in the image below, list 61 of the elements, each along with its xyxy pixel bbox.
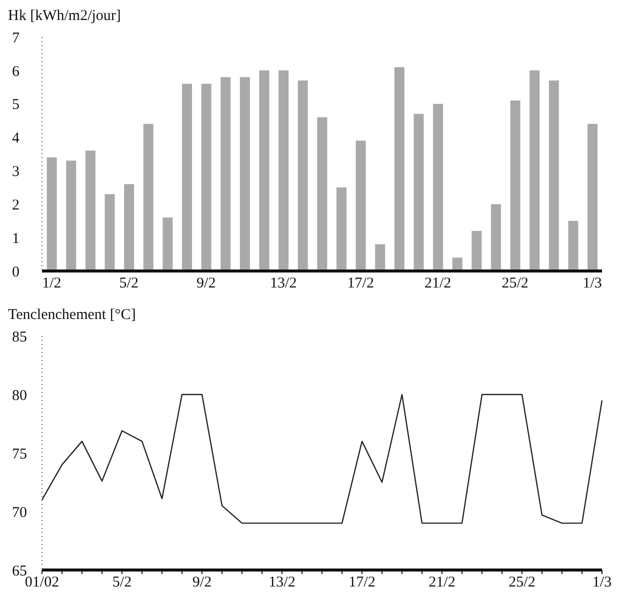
bar [510, 100, 520, 271]
bar [414, 114, 424, 271]
y-tick-label: 75 [12, 446, 27, 462]
bar [66, 160, 76, 271]
bar [452, 258, 462, 271]
bar [124, 184, 134, 271]
y-tick-label: 65 [12, 563, 27, 580]
bar [220, 77, 231, 271]
y-tick-label: 80 [12, 388, 27, 404]
bar [182, 84, 192, 271]
x-tick-label: 01/02 [24, 574, 60, 591]
y-tick-label: 4 [12, 130, 20, 147]
x-tick-label: 13/2 [270, 276, 297, 292]
bar [375, 244, 386, 271]
y-axis-title: Tenclenchement [°C] [8, 307, 137, 324]
bar [85, 150, 96, 271]
x-tick-label: 21/2 [424, 276, 452, 292]
y-tick-label: 70 [12, 504, 27, 521]
bar [356, 140, 366, 271]
bar [104, 194, 115, 271]
y-tick-label: 0 [12, 264, 20, 280]
bar [588, 124, 598, 271]
y-tick-label: 85 [12, 329, 27, 346]
x-tick-label: 21/2 [428, 574, 456, 591]
bar [530, 70, 540, 271]
x-tick-label: 5/2 [112, 574, 132, 591]
bar [298, 80, 308, 271]
bar [490, 204, 501, 271]
x-tick-label: 25/2 [502, 276, 528, 292]
x-tick-label: 1/3 [582, 276, 602, 292]
bar [568, 220, 578, 271]
bar [278, 70, 289, 271]
x-tick-label: 13/2 [268, 574, 296, 591]
y-tick-label: 3 [12, 164, 20, 180]
line-series [41, 394, 603, 524]
y-tick-label: 2 [12, 197, 20, 214]
bar [259, 70, 270, 271]
x-tick-label: 9/2 [192, 574, 212, 591]
y-tick-label: 5 [12, 97, 20, 114]
y-tick-label: 6 [12, 64, 20, 80]
x-tick-label: 1/3 [592, 574, 612, 591]
bar [240, 77, 250, 271]
y-tick-label: 7 [12, 30, 20, 46]
x-tick-label: 17/2 [347, 276, 374, 292]
x-tick-label: 9/2 [196, 276, 216, 292]
bar [433, 104, 444, 271]
x-tick-label: 1/2 [42, 276, 62, 292]
x-tick-label: 25/2 [508, 574, 536, 591]
y-tick-label: 1 [12, 230, 20, 247]
bar [394, 67, 404, 271]
bar [162, 218, 173, 271]
bar [317, 117, 328, 271]
x-tick-label: 17/2 [348, 574, 376, 591]
bar [548, 80, 559, 271]
y-axis-title: Hk [kWh/m2/jour] [8, 8, 122, 25]
x-tick-label: 5/2 [119, 276, 138, 292]
bar [46, 157, 57, 271]
bar [472, 230, 482, 271]
bar [201, 84, 212, 271]
bar [143, 124, 154, 271]
bar [336, 187, 346, 271]
